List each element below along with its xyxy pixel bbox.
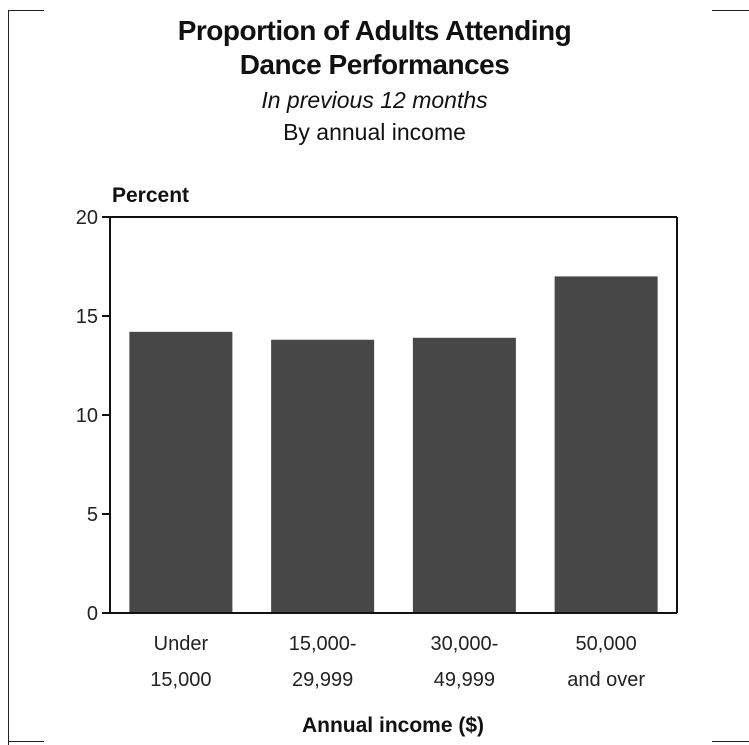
y-tick-label: 10	[76, 405, 98, 427]
chart-subtitle-period: In previous 12 months	[261, 87, 488, 113]
bar	[554, 276, 658, 613]
bar	[271, 339, 375, 613]
chart-header: Proportion of Adults Attending Dance Per…	[0, 14, 749, 148]
plot-area: 0 5 10 15 20 Under 15,000 15,000- 29,999 30,000- 4…	[76, 207, 678, 691]
bar	[412, 337, 516, 613]
chart-title-line-2: Dance Performances	[239, 49, 510, 80]
x-category-label: 15,000	[150, 669, 211, 691]
x-axis-title: Annual income ($)	[302, 714, 484, 737]
frame-corner-bottom-right	[712, 741, 749, 742]
x-category-label: 30,000-	[430, 633, 498, 655]
y-tick-label: 0	[87, 603, 98, 625]
y-tick-label: 15	[76, 306, 98, 328]
frame-corner-top-left	[8, 10, 44, 11]
frame-corner-top-right	[712, 10, 749, 11]
chart-title-line-1: Proportion of Adults Attending	[177, 15, 572, 46]
frame-corner-bottom-left	[8, 741, 44, 742]
y-tick-label: 20	[76, 207, 98, 229]
y-tick-label: 5	[87, 504, 98, 526]
frame-left-border	[8, 10, 9, 745]
bar	[129, 331, 233, 613]
x-category-label: and over	[567, 669, 645, 691]
x-category-label: Under	[154, 633, 209, 655]
x-category-label: 29,999	[292, 669, 353, 691]
x-category-label: 49,999	[434, 669, 495, 691]
chart-subtitle-breakdown: By annual income	[283, 119, 466, 145]
y-axis-title: Percent	[112, 184, 189, 207]
x-category-label: 15,000-	[289, 633, 357, 655]
x-category-label: 50,000	[576, 633, 637, 655]
